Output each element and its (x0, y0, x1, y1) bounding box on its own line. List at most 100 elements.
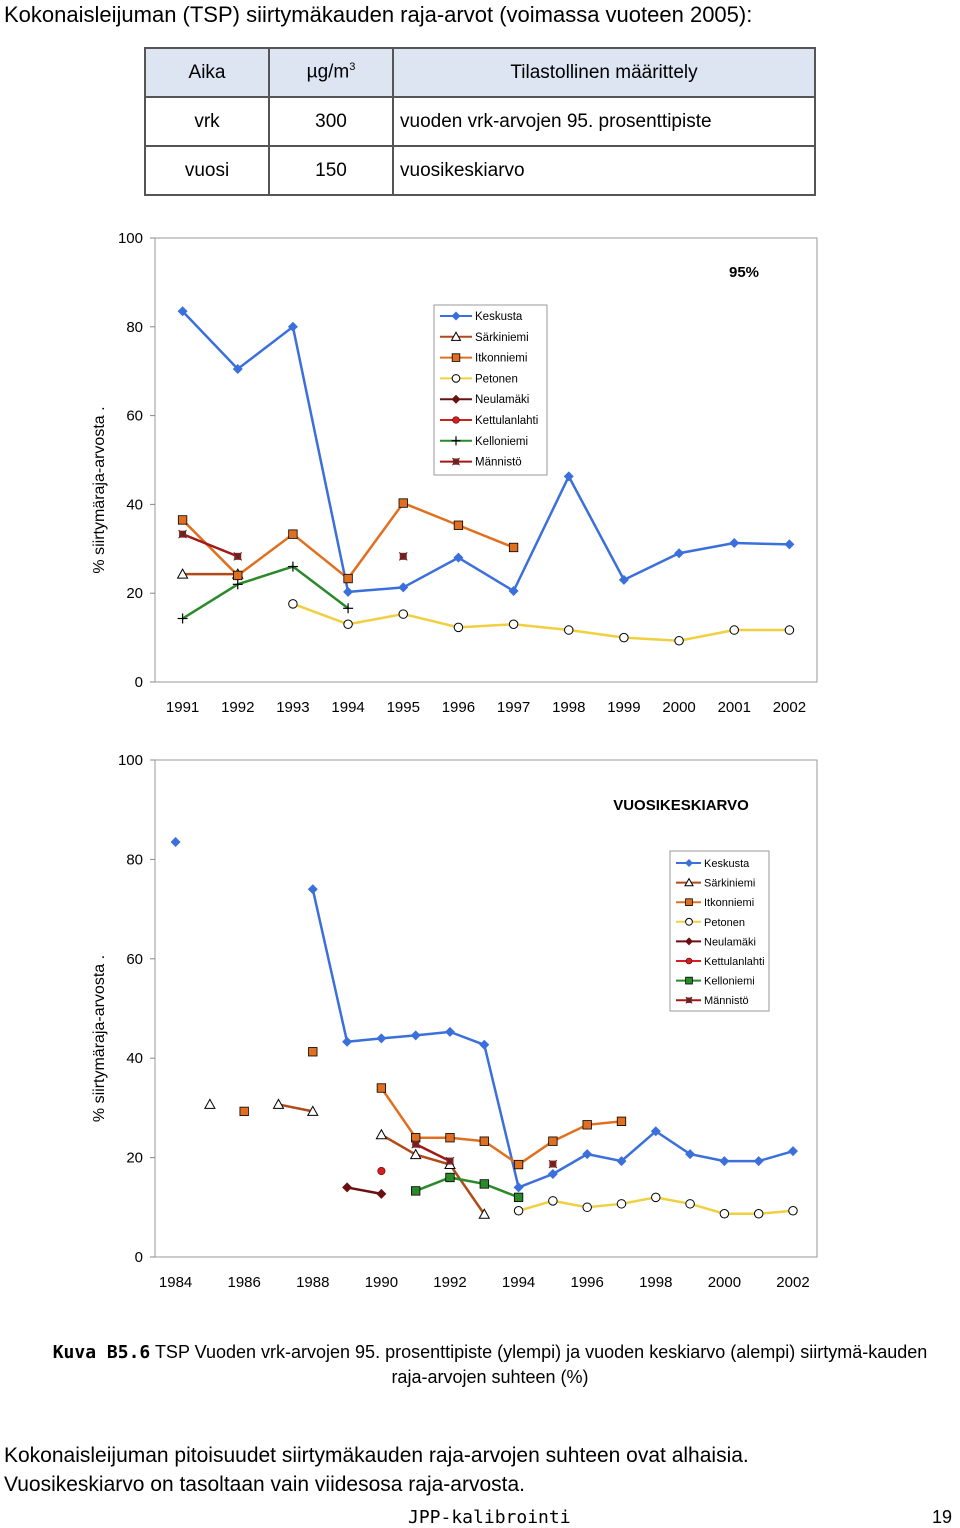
page-number: 19 (932, 1507, 953, 1527)
table-row: vuosi 150 vuosikeskiarvo (144, 145, 816, 196)
series-line (415, 1176, 520, 1199)
x-tick-label: 1990 (365, 1274, 398, 1291)
cell-value: 300 (268, 96, 394, 147)
data-point (651, 1192, 661, 1203)
data-point (513, 1159, 524, 1170)
data-point (674, 548, 685, 559)
legend-marker (451, 436, 461, 446)
data-point (787, 1146, 798, 1157)
data-point (548, 1136, 558, 1146)
data-point (398, 498, 408, 508)
series-line (380, 1133, 486, 1215)
series-line (181, 565, 349, 620)
chart-95-percentile-svg: 0 20 40 60 80 100 % siirtymäraja-arvosta . 95% 1… (91, 230, 818, 716)
legend-marker (685, 976, 693, 985)
legend-entry: Männistö (475, 457, 522, 469)
data-point (453, 520, 464, 530)
data-point (478, 1208, 491, 1219)
legend-entry: Männistö (704, 995, 749, 1007)
page-title: Kokonaisleijuman (TSP) siirtymäkauden ra… (4, 2, 753, 27)
data-point (444, 1026, 455, 1037)
x-tick-label: 1988 (296, 1274, 329, 1291)
table-header-row: Aika µg/m3 Tilastollinen määrittely (144, 47, 816, 98)
y-tick-label: 80 (126, 851, 143, 868)
data-point (784, 539, 795, 550)
y-tick-label: 20 (126, 1150, 143, 1167)
y-tick-label: 60 (126, 951, 143, 968)
data-point (479, 1179, 489, 1189)
data-point (170, 837, 181, 848)
data-point (508, 619, 519, 630)
data-point (239, 1106, 249, 1117)
data-point (618, 574, 629, 585)
data-point (616, 1156, 627, 1167)
legend-entry: Kettulanlahti (704, 956, 765, 968)
data-point (375, 1128, 388, 1140)
footer-label: JPP-kalibrointi (408, 1507, 571, 1528)
header-aika: Aika (144, 47, 270, 98)
data-point (564, 625, 574, 635)
legend-entry: Keskusta (704, 858, 750, 870)
data-point (306, 1105, 319, 1116)
data-point (376, 1033, 387, 1044)
x-tick-label: 1995 (387, 699, 420, 716)
series-line (292, 602, 790, 642)
table-row: vrk 300 vuoden vrk-arvojen 95. prosentti… (144, 96, 816, 147)
legend-marker (684, 877, 694, 887)
data-point (513, 1206, 524, 1216)
y-axis-label: % siirtymäraja-arvosta . (91, 406, 108, 573)
chart-annual-average: 0 20 40 60 80 100 % siirtymäraja-arvosta . VUOS… (0, 745, 960, 1305)
data-point (377, 1166, 386, 1176)
data-point (685, 1199, 695, 1209)
data-point (287, 561, 298, 572)
legend-entry: Neulamäki (475, 394, 529, 406)
series-line (380, 1087, 622, 1167)
legend-entry: Kettulanlahti (475, 415, 538, 427)
data-point (308, 1047, 318, 1057)
legend-marker (452, 416, 460, 424)
y-tick-label: 40 (126, 496, 143, 513)
data-point (582, 1202, 592, 1213)
legend-entry: Keskusta (475, 311, 523, 323)
data-point (376, 1083, 387, 1093)
legend-entry: Särkiniemi (475, 332, 529, 344)
data-point (343, 586, 354, 597)
cell-period: vrk (144, 96, 270, 147)
data-point (719, 1156, 730, 1167)
legend-entry: Itkonniemi (475, 353, 527, 365)
data-point (272, 1098, 285, 1109)
data-point (788, 1206, 798, 1216)
data-point (582, 1120, 592, 1130)
legend-entry: Särkiniemi (704, 878, 755, 890)
legend-marker (451, 394, 461, 404)
data-point (287, 321, 298, 332)
x-tick-label: 1998 (639, 1274, 672, 1291)
y-tick-label: 60 (126, 408, 143, 425)
paragraph-line-2: Vuosikeskiarvo on tasoltaan vain viideso… (4, 1473, 525, 1496)
chart-annotation: VUOSIKESKIARVO (613, 797, 749, 814)
x-tick-label: 1994 (331, 699, 364, 716)
series-line (181, 501, 515, 581)
data-point (176, 568, 189, 579)
x-tick-label: 2000 (708, 1274, 741, 1291)
data-point (177, 613, 188, 624)
data-point (409, 1148, 422, 1160)
chart-95-percentile: 0 20 40 60 80 100 % siirtymäraja-arvosta . 95% 1… (0, 225, 960, 725)
data-point (342, 1036, 353, 1047)
legend-entry: Petonen (704, 917, 745, 929)
data-point (445, 1156, 455, 1166)
cell-definition: vuosikeskiarvo (392, 145, 816, 196)
data-point (233, 551, 243, 561)
data-point (343, 573, 353, 584)
legend-marker (685, 937, 693, 946)
y-tick-label: 100 (118, 752, 143, 769)
legend-entry: Kelloniemi (475, 436, 528, 448)
data-point (288, 599, 298, 609)
x-tick-label: 2001 (718, 699, 751, 716)
data-point (513, 1182, 524, 1193)
data-point (398, 582, 409, 593)
data-point (619, 632, 629, 643)
series-line (181, 310, 790, 594)
y-tick-label: 0 (135, 1249, 143, 1266)
data-point (232, 363, 243, 374)
